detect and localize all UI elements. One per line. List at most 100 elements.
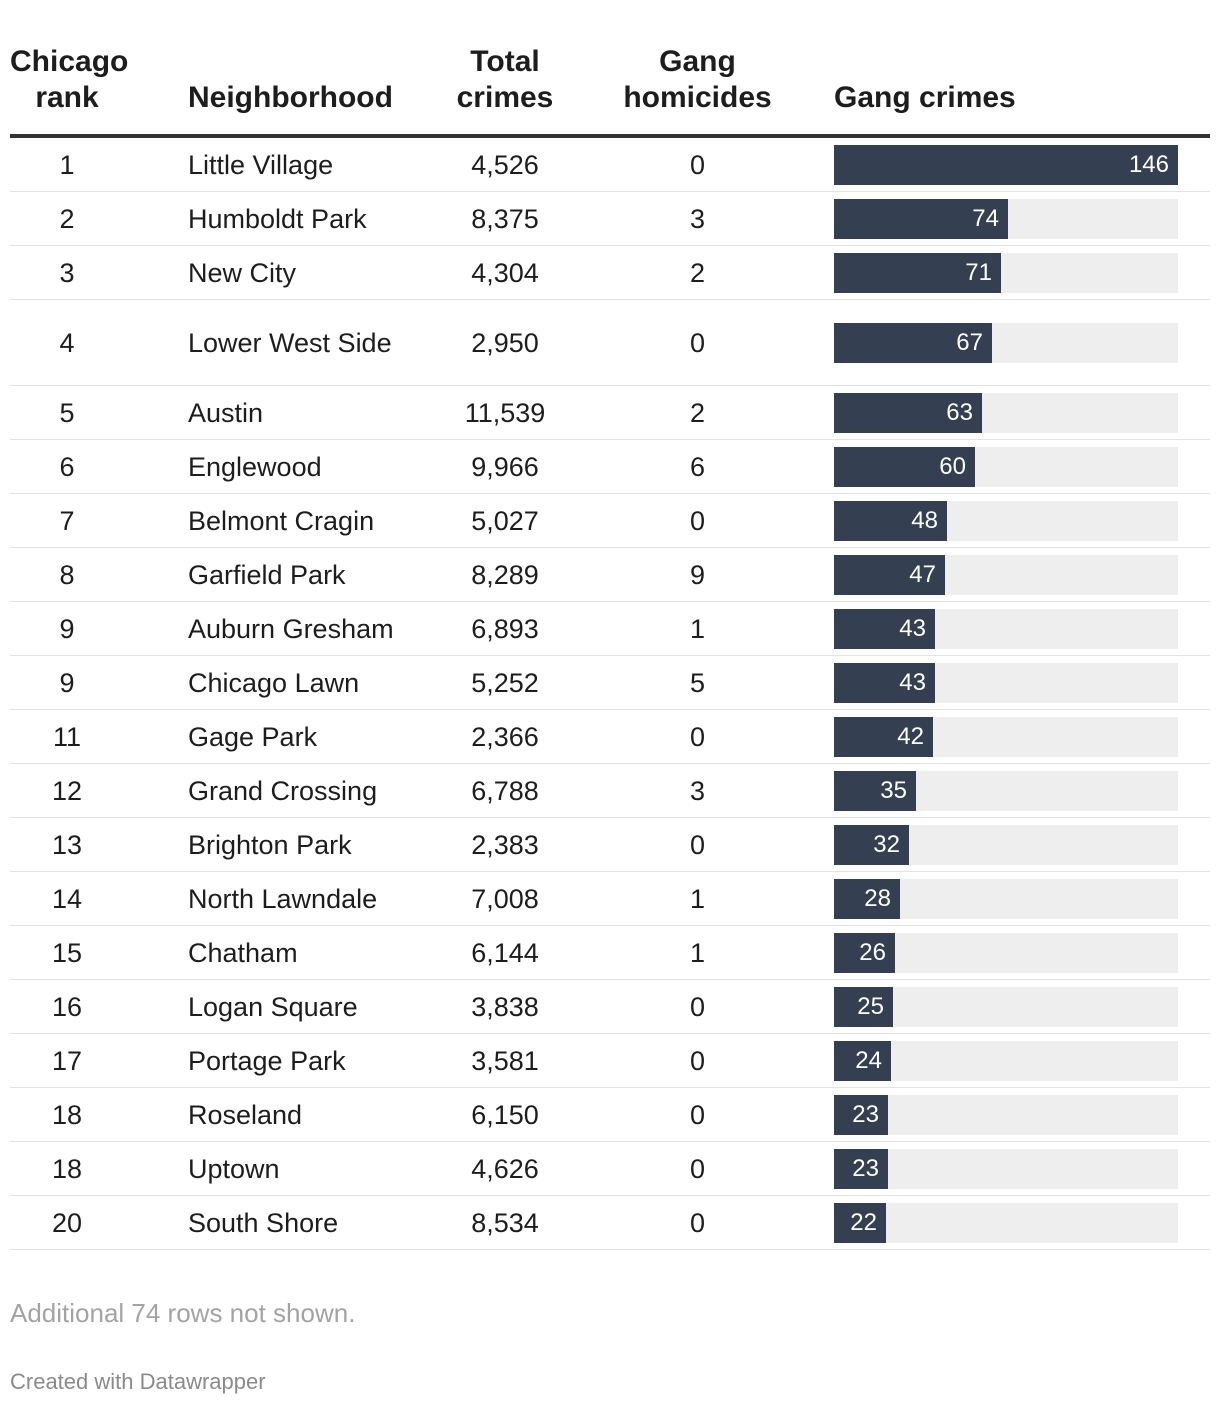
gang-crimes-value-label: 63 xyxy=(946,398,973,426)
total-crimes-cell: 3,581 xyxy=(471,1045,539,1076)
gang-crimes-value-label: 28 xyxy=(864,884,891,912)
total-crimes-cell: 4,304 xyxy=(471,257,539,288)
gang-homicides-cell: 0 xyxy=(689,991,706,1022)
gang-crimes-value-label: 48 xyxy=(911,506,938,534)
gang-homicides-cell: 1 xyxy=(689,883,706,914)
gang-crimes-bar: 24 xyxy=(834,1040,891,1081)
datawrapper-credit[interactable]: Created with Datawrapper xyxy=(10,1369,266,1394)
gang-homicides-cell: 0 xyxy=(689,1153,706,1184)
neighborhood-cell: Brighton Park xyxy=(188,829,352,860)
rank-cell: 11 xyxy=(52,721,82,752)
table-row: 8 Garfield Park 8,289 9 47 xyxy=(10,548,1210,602)
gang-crimes-bar: 23 xyxy=(834,1094,888,1135)
neighborhood-cell: Englewood xyxy=(188,451,322,482)
neighborhood-cell: Uptown xyxy=(188,1153,280,1184)
rank-cell: 7 xyxy=(59,505,75,536)
total-crimes-cell: 8,289 xyxy=(471,559,539,590)
gang-homicides-cell: 2 xyxy=(689,397,706,428)
header-gang-crimes[interactable]: Gang crimes xyxy=(834,81,1016,114)
gang-homicides-cell: 1 xyxy=(689,613,706,644)
gang-crimes-value-label: 67 xyxy=(956,328,983,356)
gang-crimes-bar-track: 25 xyxy=(834,986,1178,1027)
table-row: 3 New City 4,304 2 71 xyxy=(10,246,1210,300)
total-crimes-cell: 3,838 xyxy=(471,991,539,1022)
gang-crimes-bar: 74 xyxy=(834,198,1008,239)
gang-homicides-cell: 0 xyxy=(689,1099,706,1130)
gang-crimes-bar-track: 43 xyxy=(834,662,1178,703)
gang-crimes-bar: 67 xyxy=(834,322,992,363)
gang-homicides-cell: 0 xyxy=(689,1207,706,1238)
gang-crimes-value-label: 60 xyxy=(939,452,966,480)
rank-cell: 15 xyxy=(51,937,83,968)
table-row: 14 North Lawndale 7,008 1 28 xyxy=(10,872,1210,926)
gang-crimes-bar-track: 32 xyxy=(834,824,1178,865)
table-row: 9 Auburn Gresham 6,893 1 43 xyxy=(10,602,1210,656)
rank-cell: 2 xyxy=(59,203,75,234)
gang-crimes-bar: 25 xyxy=(834,986,893,1027)
total-crimes-cell: 7,008 xyxy=(471,883,539,914)
gang-crimes-bar-track: 74 xyxy=(834,198,1178,239)
table-row: 9 Chicago Lawn 5,252 5 43 xyxy=(10,656,1210,710)
header-gang-homicides[interactable]: Gang homicides xyxy=(623,45,772,114)
gang-crimes-bar-track: 48 xyxy=(834,500,1178,541)
total-crimes-cell: 4,526 xyxy=(471,149,539,180)
gang-crimes-value-label: 71 xyxy=(965,258,992,286)
gang-crimes-bar: 23 xyxy=(834,1148,888,1189)
gang-crimes-bar: 48 xyxy=(834,500,947,541)
total-crimes-cell: 6,144 xyxy=(471,937,539,968)
neighborhood-cell: New City xyxy=(188,257,297,288)
gang-homicides-cell: 0 xyxy=(689,1045,706,1076)
neighborhood-cell: Chicago Lawn xyxy=(188,667,360,698)
header-neighborhood[interactable]: Neighborhood xyxy=(188,81,393,114)
neighborhood-cell: Little Village xyxy=(188,149,334,180)
total-crimes-cell: 5,027 xyxy=(471,505,539,536)
total-crimes-cell: 8,534 xyxy=(471,1207,539,1238)
total-crimes-cell: 6,893 xyxy=(471,613,539,644)
gang-crimes-bar: 28 xyxy=(834,878,900,919)
gang-crimes-value-label: 23 xyxy=(852,1154,879,1182)
neighborhood-cell: Garfield Park xyxy=(188,559,346,590)
rank-cell: 8 xyxy=(59,559,75,590)
gang-crimes-bar-track: 23 xyxy=(834,1094,1178,1135)
table-row: 1 Little Village 4,526 0 146 xyxy=(10,138,1210,192)
neighborhood-cell: Portage Park xyxy=(188,1045,346,1076)
gang-crimes-bar-track: 60 xyxy=(834,446,1178,487)
gang-homicides-cell: 0 xyxy=(689,721,706,752)
table-row: 2 Humboldt Park 8,375 3 74 xyxy=(10,192,1210,246)
rank-cell: 14 xyxy=(51,883,83,914)
neighborhood-cell: North Lawndale xyxy=(188,883,378,914)
gang-crimes-bar-track: 47 xyxy=(834,554,1178,595)
gang-crimes-bar-track: 35 xyxy=(834,770,1178,811)
neighborhood-cell: Belmont Cragin xyxy=(188,505,375,536)
rank-cell: 18 xyxy=(51,1153,83,1184)
gang-homicides-cell: 0 xyxy=(689,327,706,358)
gang-crimes-bar: 32 xyxy=(834,824,909,865)
header-total-crimes[interactable]: Total crimes xyxy=(456,45,554,114)
gang-crimes-bar-track: 43 xyxy=(834,608,1178,649)
neighborhood-cell: Austin xyxy=(188,397,264,428)
gang-crimes-bar: 43 xyxy=(834,662,935,703)
total-crimes-cell: 4,626 xyxy=(471,1153,539,1184)
gang-crimes-value-label: 43 xyxy=(899,614,926,642)
total-crimes-cell: 6,788 xyxy=(471,775,539,806)
gang-crimes-value-label: 24 xyxy=(855,1046,882,1074)
table-row: 6 Englewood 9,966 6 60 xyxy=(10,440,1210,494)
rank-cell: 9 xyxy=(59,667,75,698)
header-rank[interactable]: Chicago rank xyxy=(10,45,129,114)
neighborhood-cell: Humboldt Park xyxy=(188,203,367,234)
table-row: 18 Roseland 6,150 0 23 xyxy=(10,1088,1210,1142)
total-crimes-cell: 9,966 xyxy=(471,451,539,482)
gang-homicides-cell: 0 xyxy=(689,505,706,536)
table-row: 7 Belmont Cragin 5,027 0 48 xyxy=(10,494,1210,548)
gang-crimes-bar: 47 xyxy=(834,554,945,595)
table-row: 5 Austin 11,539 2 63 xyxy=(10,386,1210,440)
gang-crimes-bar-track: 23 xyxy=(834,1148,1178,1189)
rank-cell: 20 xyxy=(51,1207,83,1238)
gang-crimes-bar: 63 xyxy=(834,392,982,433)
rank-cell: 4 xyxy=(59,327,75,358)
gang-homicides-cell: 0 xyxy=(689,149,706,180)
rank-cell: 17 xyxy=(51,1045,83,1076)
total-crimes-cell: 6,150 xyxy=(471,1099,539,1130)
rank-cell: 3 xyxy=(59,257,75,288)
gang-homicides-cell: 3 xyxy=(689,203,706,234)
